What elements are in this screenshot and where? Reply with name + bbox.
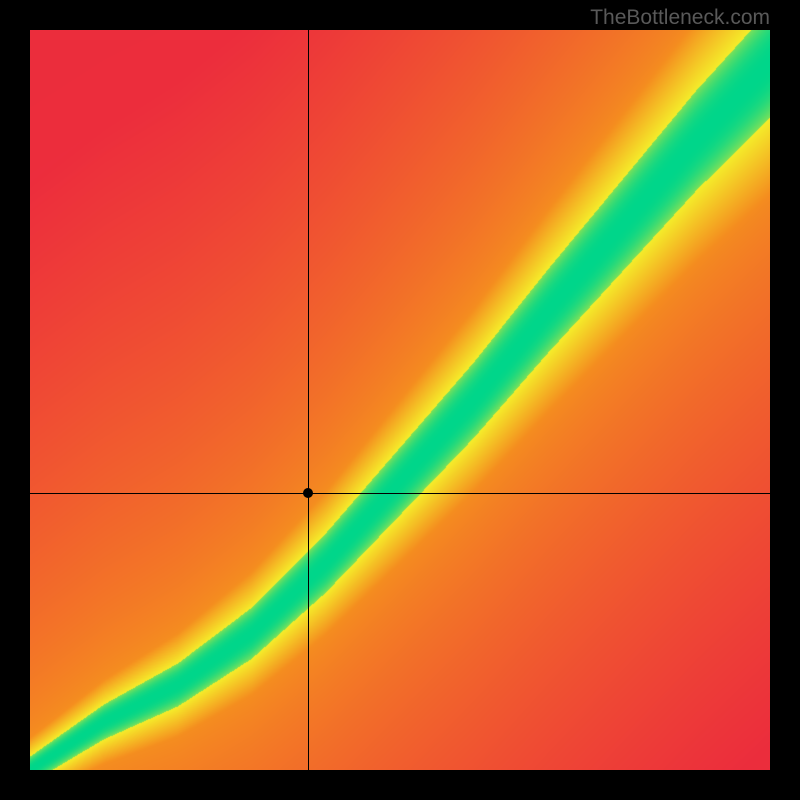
crosshair-horizontal xyxy=(30,493,770,494)
watermark-text: TheBottleneck.com xyxy=(590,6,770,30)
crosshair-marker xyxy=(303,488,313,498)
heatmap-canvas xyxy=(30,30,770,770)
crosshair-vertical xyxy=(308,30,309,770)
heatmap-plot xyxy=(30,30,770,770)
